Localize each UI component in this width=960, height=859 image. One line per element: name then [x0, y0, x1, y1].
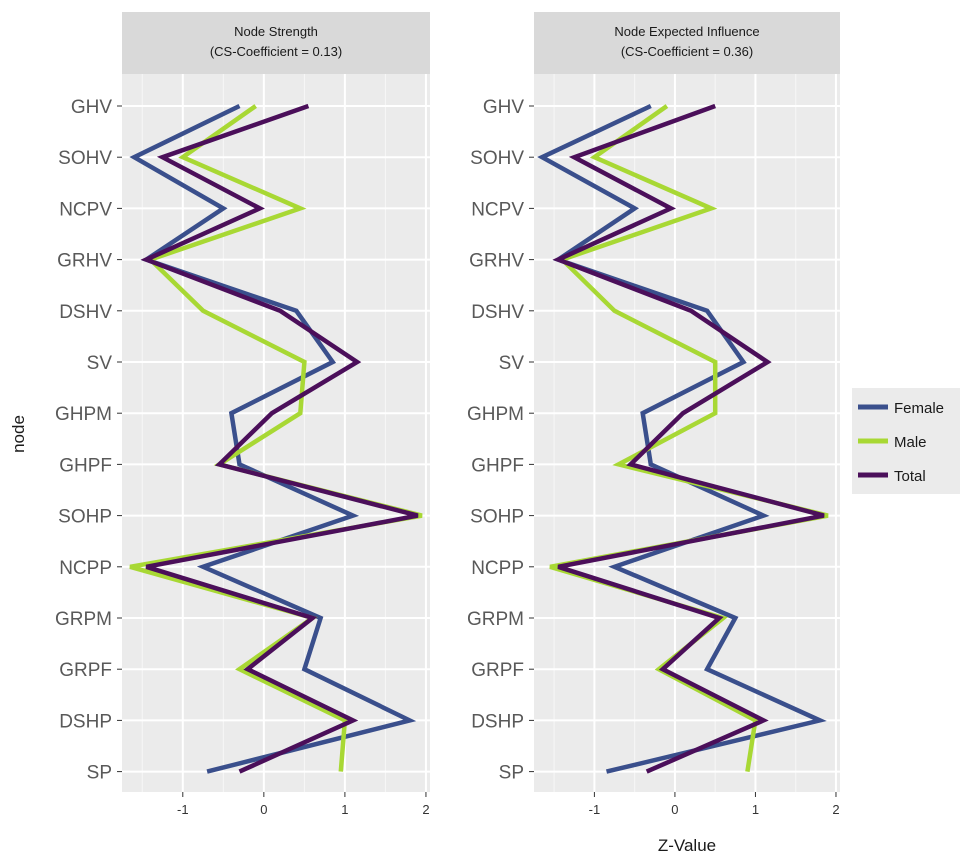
legend-label-female: Female [894, 400, 944, 417]
x-tick-label: 1 [752, 802, 759, 817]
node-label-ghpf: GHPF [59, 455, 112, 476]
panel-2-plot-area [534, 74, 840, 792]
node-label-sohp: SOHP [470, 507, 524, 528]
series-line-female [537, 103, 827, 774]
panel-1-plot-area [122, 74, 430, 792]
node-label-grpf: GRPF [59, 660, 112, 681]
node-label-grhv: GRHV [469, 251, 524, 272]
node-label-ncpp: NCPP [471, 558, 524, 579]
legend-label-male: Male [894, 434, 927, 451]
node-label-ghpf: GHPF [471, 455, 524, 476]
node-label-grpm: GRPM [467, 609, 524, 630]
node-label-dshp: DSHP [59, 711, 112, 732]
y-axis-title: node [9, 415, 28, 453]
panel-1-title: Node Strength [234, 24, 318, 39]
node-label-sohv: SOHV [470, 148, 524, 169]
panel-node-expected-influence: Node Expected Influence (CS-Coefficient … [467, 12, 840, 817]
panel-2-x-ticks: -1 0 1 2 [589, 792, 840, 817]
node-label-ncpv: NCPV [471, 199, 524, 220]
panel-2-subtitle: (CS-Coefficient = 0.36) [621, 44, 753, 59]
x-tick-label: 0 [671, 802, 678, 817]
node-label-grpm: GRPM [55, 609, 112, 630]
node-label-sp: SP [87, 763, 112, 784]
panel-2-strip [534, 12, 840, 74]
node-label-sohv: SOHV [58, 148, 112, 169]
series-line-female [129, 103, 417, 774]
panel-1-subtitle: (CS-Coefficient = 0.13) [210, 44, 342, 59]
x-tick-label: 2 [832, 802, 839, 817]
node-label-grhv: GRHV [57, 251, 112, 272]
panel-1-strip [122, 12, 430, 74]
panel-2-node-labels: GHV SOHV NCPV GRHV DSHV SV GHPM GHPF SOHP NCPP GRP… [467, 97, 534, 784]
node-label-ncpv: NCPV [59, 199, 112, 220]
node-label-ncpp: NCPP [59, 558, 112, 579]
x-tick-label: 0 [260, 802, 267, 817]
node-label-sv: SV [499, 353, 525, 374]
panel-2-title: Node Expected Influence [614, 24, 759, 39]
node-label-dshp: DSHP [471, 711, 524, 732]
panel-1-series [129, 103, 423, 774]
x-axis-title: Z-Value [658, 836, 716, 855]
legend-label-total: Total [894, 468, 926, 485]
panel-1-x-ticks: -1 0 1 2 [177, 792, 430, 817]
legend: Female Male Total [852, 388, 960, 494]
panel-2-series [537, 103, 829, 774]
series-line-male [129, 104, 423, 772]
panel-node-strength: Node Strength (CS-Coefficient = 0.13) -1… [55, 12, 430, 817]
node-label-sp: SP [499, 763, 524, 784]
node-label-grpf: GRPF [471, 660, 524, 681]
node-label-ghpm: GHPM [55, 404, 112, 425]
node-label-ghv: GHV [483, 97, 525, 118]
node-label-dshv: DSHV [59, 302, 112, 323]
node-label-dshv: DSHV [471, 302, 524, 323]
x-tick-label: -1 [177, 802, 189, 817]
node-label-ghv: GHV [71, 97, 113, 118]
node-label-sv: SV [87, 353, 113, 374]
node-label-ghpm: GHPM [467, 404, 524, 425]
series-line-total [140, 103, 419, 774]
x-tick-label: 1 [341, 802, 348, 817]
node-label-sohp: SOHP [58, 507, 112, 528]
panel-1-node-labels: GHV SOHV NCPV GRHV DSHV SV GHPM GHPF SOHP NCPP GRP… [55, 97, 122, 784]
series-line-total [552, 103, 825, 774]
x-tick-label: -1 [589, 802, 601, 817]
panel-2-grid [534, 74, 840, 792]
x-tick-label: 2 [422, 802, 429, 817]
